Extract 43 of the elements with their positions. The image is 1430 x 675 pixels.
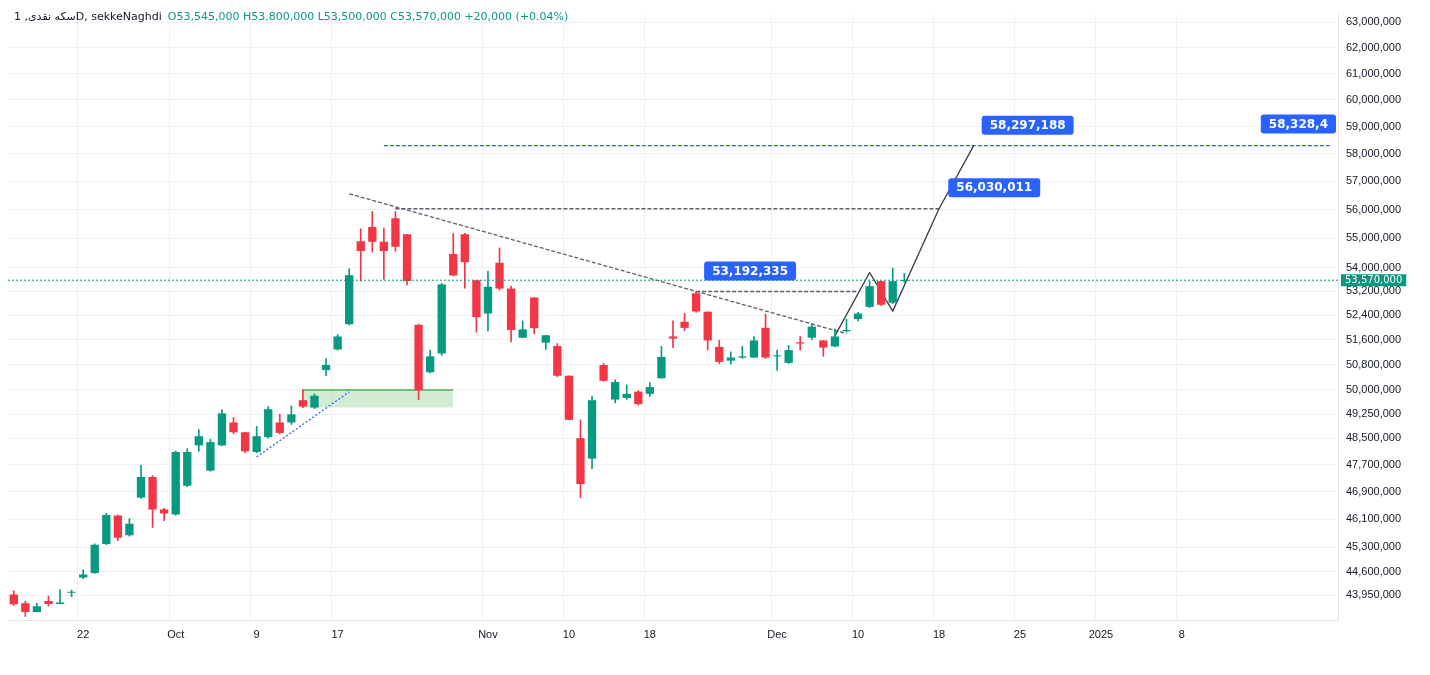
annotation: 58,297,188 (989, 117, 1066, 132)
y-tick-label: 49,250,000 (1346, 407, 1402, 420)
x-tick-label: 18 (643, 628, 656, 641)
y-tick-label: 44,600,000 (1346, 564, 1402, 577)
y-tick-label: 48,500,000 (1346, 431, 1402, 444)
x-tick-label: Nov (478, 628, 499, 641)
y-tick-label: 63,000,000 (1346, 15, 1402, 28)
y-tick-label: 60,000,000 (1346, 92, 1402, 105)
y-tick-label: 57,000,000 (1346, 174, 1402, 187)
y-tick-label: 54,000,000 (1346, 260, 1402, 273)
y-tick-label: 50,000,000 (1346, 383, 1402, 396)
y-tick-label: 62,000,000 (1346, 40, 1402, 53)
ref-line-label: 53,570,000 (1345, 274, 1403, 286)
x-tick-label: Oct (167, 628, 185, 641)
y-tick-label: 51,600,000 (1346, 332, 1402, 345)
x-tick-label: 17 (331, 628, 344, 641)
y-tick-label: 45,300,000 (1346, 540, 1402, 553)
chart-subtitle: O53,545,000 H53,800,000 L53,500,000 C53,570,000 +20,000 (+0.04%) (167, 10, 569, 23)
annotation: 56,030,011 (956, 180, 1033, 195)
y-tick-label: 58,000,000 (1346, 146, 1402, 159)
chart-title: سکه نقدی, 1D, sekkeNaghdi (14, 10, 162, 23)
y-tick-label: 52,400,000 (1346, 308, 1402, 321)
x-tick-label: 18 (932, 628, 946, 641)
y-tick-label: 46,900,000 (1346, 484, 1402, 497)
x-tick-label: 25 (1013, 628, 1027, 641)
y-tick-label: 61,000,000 (1346, 66, 1402, 79)
x-tick-label: 22 (77, 628, 90, 641)
x-tick-label: 10 (851, 628, 865, 641)
y-tick-label: 43,950,000 (1346, 588, 1402, 601)
y-tick-label: 55,000,000 (1346, 231, 1402, 244)
y-tick-label: 59,000,000 (1346, 119, 1402, 132)
y-tick-label: 53,200,000 (1346, 284, 1402, 297)
y-tick-label: 47,700,000 (1346, 457, 1402, 470)
x-tick-label: 2025 (1088, 628, 1114, 641)
y-tick-label: 50,800,000 (1346, 357, 1402, 370)
annotation: 53,192,335 (712, 263, 789, 278)
y-tick-label: 56,000,000 (1346, 202, 1402, 215)
x-tick-label: 8 (1178, 628, 1185, 641)
y-tick-label: 46,100,000 (1346, 512, 1402, 525)
x-tick-label: Dec (767, 628, 788, 641)
x-tick-label: 10 (562, 628, 576, 641)
x-tick-label: 9 (253, 628, 260, 641)
annotation: 58,328,4 (1268, 116, 1328, 131)
